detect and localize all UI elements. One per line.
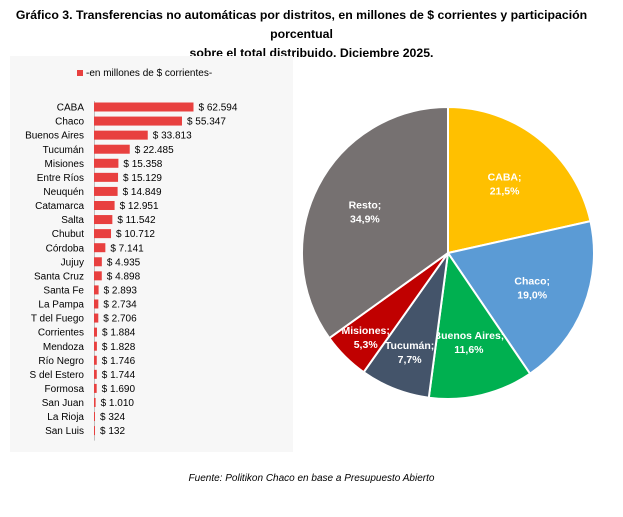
value-label: $ 15.129 bbox=[123, 173, 162, 184]
bar bbox=[94, 243, 106, 253]
slice-label: CABA; bbox=[488, 171, 522, 183]
bar bbox=[94, 383, 97, 393]
bar bbox=[94, 299, 99, 309]
bar bbox=[94, 144, 130, 154]
category-label: CABA bbox=[57, 103, 85, 114]
bar bbox=[94, 313, 99, 323]
value-label: $ 2.706 bbox=[103, 314, 137, 325]
category-label: Córdoba bbox=[46, 243, 85, 254]
category-label: Jujuy bbox=[61, 257, 84, 268]
value-label: $ 14.849 bbox=[123, 187, 162, 198]
slice-label: Tucumán; bbox=[385, 340, 434, 352]
value-label: $ 4.898 bbox=[107, 271, 141, 282]
pie-slice bbox=[427, 250, 532, 400]
category-label: Misiones bbox=[45, 159, 84, 170]
category-label: S del Estero bbox=[30, 370, 85, 381]
pie-slice bbox=[446, 219, 595, 376]
value-label: $ 1.828 bbox=[102, 342, 136, 353]
bar bbox=[94, 116, 182, 126]
category-label: Catamarca bbox=[35, 201, 84, 212]
pie-slice bbox=[301, 105, 449, 340]
bar bbox=[94, 426, 95, 436]
category-label: Entre Ríos bbox=[37, 173, 84, 184]
bar bbox=[94, 341, 97, 351]
slice-label: Buenos Aires; bbox=[434, 330, 505, 342]
legend-swatch bbox=[77, 70, 83, 76]
slice-percent: 19,0% bbox=[517, 289, 547, 301]
title-line-1: Gráfico 3. Transferencias no automáticas… bbox=[15, 8, 588, 41]
bar bbox=[94, 229, 112, 239]
value-label: $ 1.884 bbox=[102, 328, 136, 339]
value-label: $ 15.358 bbox=[123, 159, 162, 170]
bar bbox=[94, 327, 97, 337]
bar bbox=[94, 172, 119, 182]
category-label: Buenos Aires bbox=[25, 131, 84, 142]
bar bbox=[94, 102, 194, 112]
value-label: $ 33.813 bbox=[153, 131, 192, 142]
category-label: San Luis bbox=[45, 426, 84, 437]
pie-slice bbox=[447, 105, 592, 255]
bar bbox=[94, 257, 102, 267]
slice-label: Misiones; bbox=[341, 325, 389, 337]
bar-chart: -en millones de $ corrientes- CABA $ 62.59… bbox=[25, 68, 238, 441]
category-label: Chubut bbox=[52, 229, 84, 240]
value-label: $ 7.141 bbox=[110, 243, 144, 254]
category-label: La Rioja bbox=[47, 412, 84, 423]
category-label: Salta bbox=[61, 215, 84, 226]
slice-percent: 11,6% bbox=[454, 344, 484, 356]
slice-percent: 7,7% bbox=[398, 354, 423, 366]
value-label: $ 55.347 bbox=[187, 117, 226, 128]
category-label: Neuquén bbox=[43, 187, 84, 198]
value-label: $ 12.951 bbox=[120, 201, 159, 212]
slice-label: Chaco; bbox=[514, 275, 550, 287]
category-label: Santa Cruz bbox=[34, 271, 84, 282]
value-label: $ 1.744 bbox=[102, 370, 136, 381]
legend-label: -en millones de $ corrientes- bbox=[86, 68, 212, 79]
category-label: Corrientes bbox=[38, 328, 84, 339]
value-label: $ 2.734 bbox=[103, 300, 137, 311]
value-label: $ 1.010 bbox=[101, 398, 135, 409]
bar bbox=[94, 355, 97, 365]
value-label: $ 22.485 bbox=[135, 145, 174, 156]
category-label: Chaco bbox=[55, 117, 84, 128]
category-label: Mendoza bbox=[43, 342, 85, 353]
slice-percent: 21,5% bbox=[490, 185, 520, 197]
value-label: $ 11.542 bbox=[117, 215, 156, 226]
value-label: $ 4.935 bbox=[107, 257, 141, 268]
bar bbox=[94, 271, 102, 281]
value-label: $ 132 bbox=[100, 426, 125, 437]
slice-label: Resto; bbox=[349, 199, 382, 211]
bar bbox=[94, 397, 96, 407]
value-label: $ 1.746 bbox=[102, 356, 136, 367]
bar bbox=[94, 158, 119, 168]
bar bbox=[94, 130, 148, 140]
bar bbox=[94, 412, 95, 422]
category-label: Tucumán bbox=[43, 145, 84, 156]
category-label: T del Fuego bbox=[31, 314, 85, 325]
category-label: San Juan bbox=[42, 398, 84, 409]
value-label: $ 324 bbox=[100, 412, 125, 423]
category-label: La Pampa bbox=[38, 300, 84, 311]
slice-percent: 34,9% bbox=[350, 213, 380, 225]
category-label: Santa Fe bbox=[43, 286, 84, 297]
value-label: $ 62.594 bbox=[199, 103, 238, 114]
bar bbox=[94, 200, 115, 210]
source-note: Fuente: Politikon Chaco en base a Presup… bbox=[188, 473, 435, 484]
bar bbox=[94, 186, 118, 196]
slice-percent: 5,3% bbox=[354, 339, 379, 351]
value-label: $ 10.712 bbox=[116, 229, 155, 240]
bar bbox=[94, 285, 99, 295]
value-label: $ 1.690 bbox=[102, 384, 136, 395]
category-label: Río Negro bbox=[38, 356, 84, 367]
bar-chart-panel: -en millones de $ corrientes- CABA $ 62.59… bbox=[10, 56, 293, 452]
value-label: $ 2.893 bbox=[104, 286, 138, 297]
bar bbox=[94, 369, 97, 379]
category-label: Formosa bbox=[45, 384, 85, 395]
bar bbox=[94, 215, 113, 225]
